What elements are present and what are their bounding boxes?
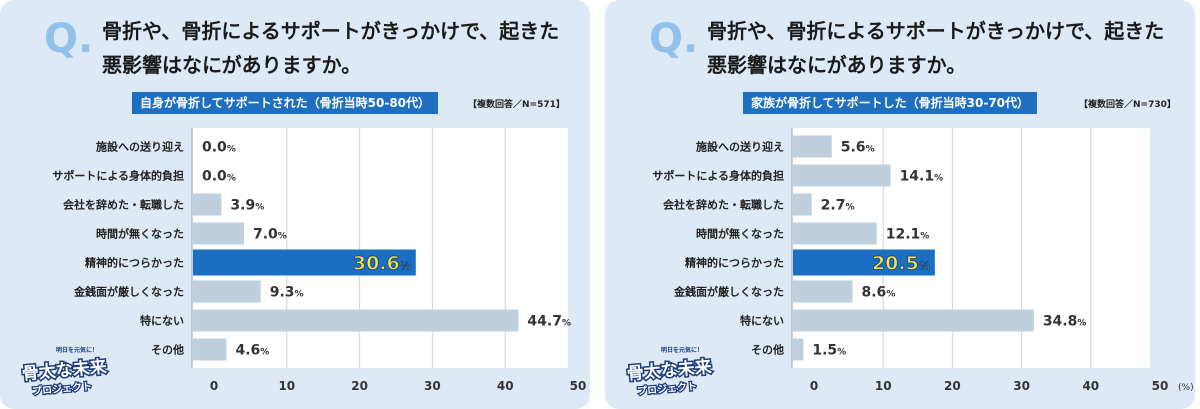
question-title: 骨折や、骨折によるサポートがきっかけで、起きた悪影響はなにがありますか。 bbox=[707, 19, 1165, 77]
category-label: 特にない bbox=[740, 314, 784, 328]
x-tick-label: 40 bbox=[497, 379, 514, 393]
pct-sign: % bbox=[1077, 319, 1086, 329]
q-mark: Q. bbox=[44, 16, 94, 62]
respondents-note: 【複数回答／N=571】 bbox=[468, 100, 565, 110]
category-label: その他 bbox=[151, 343, 184, 357]
pct-sign: % bbox=[845, 203, 854, 213]
left-panel: Q. 骨折や、骨折によるサポートがきっかけで、起きた悪影響はなにがありますか。 … bbox=[0, 0, 590, 409]
pct-sign: % bbox=[227, 145, 236, 155]
bar bbox=[193, 309, 519, 332]
category-label: 時間が無くなった bbox=[696, 227, 784, 241]
x-tick-label: 0 bbox=[810, 379, 818, 393]
category-label: 会社を辞めた・転職した bbox=[63, 198, 184, 212]
pct-sign: % bbox=[886, 290, 895, 300]
plot-area bbox=[192, 128, 568, 368]
value-label: 20.5% bbox=[872, 253, 930, 275]
bar bbox=[193, 280, 261, 303]
pct-sign: % bbox=[227, 174, 236, 184]
bar-highlight bbox=[793, 249, 935, 276]
x-tick-label: 50 bbox=[570, 379, 587, 393]
chart-subtitle: 自身が骨折してサポートされた（骨折当時50-80代） bbox=[132, 92, 439, 114]
pct-sign: % bbox=[919, 260, 930, 273]
category-label: サポートによる身体的負担 bbox=[652, 169, 784, 183]
right-panel: Q. 骨折や、骨折によるサポートがきっかけで、起きた悪影響はなにがありますか。 … bbox=[605, 0, 1195, 409]
bar bbox=[793, 280, 853, 303]
logo-tagline: 明日を元気に！ bbox=[661, 346, 703, 354]
value-label: 44.7% bbox=[527, 314, 571, 330]
value-label: 34.8% bbox=[1043, 314, 1087, 330]
pct-sign: % bbox=[400, 260, 411, 273]
bar bbox=[193, 222, 244, 245]
category-label: 会社を辞めた・転職した bbox=[663, 198, 784, 212]
bar bbox=[793, 193, 812, 216]
project-logo: 明日を元気に！ 骨太な未来 プロジェクト bbox=[19, 346, 110, 399]
x-tick-label: 0 bbox=[210, 379, 218, 393]
logo-main: 骨太な未来 bbox=[21, 356, 109, 384]
pct-sign: % bbox=[255, 203, 264, 213]
x-tick-label: 40 bbox=[1082, 379, 1099, 393]
category-label: 金銭面が厳しくなった bbox=[673, 285, 784, 299]
logo-tagline: 明日を元気に！ bbox=[56, 346, 98, 354]
pct-sign: % bbox=[866, 145, 875, 155]
value-label: 30.6% bbox=[353, 253, 411, 275]
category-label: その他 bbox=[751, 343, 784, 357]
bar bbox=[193, 193, 222, 216]
project-logo: 明日を元気に！ 骨太な未来 プロジェクト bbox=[624, 346, 715, 399]
pct-sign: % bbox=[562, 319, 571, 329]
category-label: 精神的につらかった bbox=[685, 256, 784, 270]
x-tick-label: 10 bbox=[278, 379, 295, 393]
pct-sign: % bbox=[920, 232, 929, 242]
category-label: サポートによる身体的負担 bbox=[52, 169, 184, 183]
x-tick-label: 30 bbox=[1013, 379, 1030, 393]
x-tick-label: 20 bbox=[944, 379, 961, 393]
x-unit-label: (%) bbox=[1178, 383, 1194, 393]
pct-sign: % bbox=[260, 348, 269, 358]
q-mark: Q. bbox=[649, 16, 699, 62]
value-label: 14.1% bbox=[900, 169, 944, 185]
x-tick-label: 50 bbox=[1152, 379, 1169, 393]
x-tick-label: 20 bbox=[351, 379, 368, 393]
bar bbox=[193, 338, 227, 361]
pct-sign: % bbox=[837, 348, 846, 358]
respondents-note: 【複数回答／N=730】 bbox=[1079, 100, 1176, 110]
pct-sign: % bbox=[278, 232, 287, 242]
x-tick-label: 30 bbox=[424, 379, 441, 393]
logo-main: 骨太な未来 bbox=[626, 356, 714, 384]
category-label: 金銭面が厳しくなった bbox=[73, 285, 184, 299]
pct-sign: % bbox=[295, 290, 304, 300]
x-tick-label: 10 bbox=[875, 379, 892, 393]
bar bbox=[793, 338, 804, 361]
bar bbox=[793, 222, 877, 245]
category-label: 施設への送り迎え bbox=[696, 140, 784, 154]
category-label: 時間が無くなった bbox=[96, 227, 184, 241]
category-label: 精神的につらかった bbox=[85, 256, 184, 270]
chart-subtitle: 家族が骨折してサポートした（骨折当時30-70代） bbox=[743, 92, 1038, 114]
bar-highlight bbox=[193, 249, 416, 276]
pct-sign: % bbox=[934, 174, 943, 184]
plot-area bbox=[792, 128, 1150, 368]
question-title: 骨折や、骨折によるサポートがきっかけで、起きた悪影響はなにがありますか。 bbox=[102, 19, 560, 77]
bar-chart-right: 施設への送り迎え 5.6%サポートによる身体的負担 14.1%会社を辞めた・転職した… bbox=[652, 128, 1194, 393]
bar bbox=[793, 135, 832, 158]
bar bbox=[793, 164, 891, 187]
category-label: 特にない bbox=[140, 314, 184, 328]
category-label: 施設への送り迎え bbox=[96, 140, 184, 154]
bar bbox=[793, 309, 1034, 332]
value-label: 12.1% bbox=[886, 227, 930, 243]
bar-chart-left: 施設への送り迎え 0.0%サポートによる身体的負担 0.0%会社を辞めた・転職した 3… bbox=[52, 128, 587, 393]
